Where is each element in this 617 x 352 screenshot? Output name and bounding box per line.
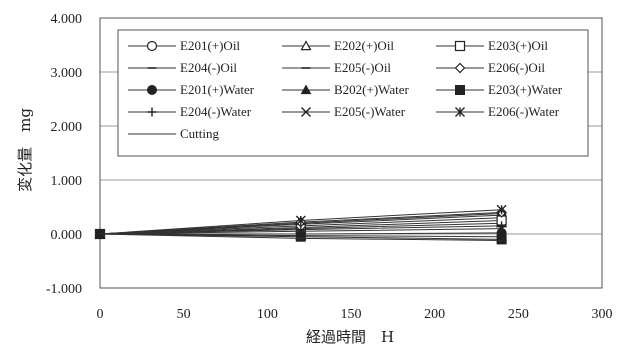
legend-marker [301,107,311,117]
x-tick-label: 0 [97,307,104,322]
legend-marker [455,107,465,117]
x-tick-label: 100 [257,307,278,322]
legend-label: E203(+)Oil [488,38,548,53]
legend-entry: B202(+)Water [282,82,410,97]
legend-label: E204(-)Oil [180,60,237,75]
x-tick-label: 150 [341,307,362,322]
legend-entry: E206(-)Oil [436,60,545,75]
legend-entry: E203(+)Water [436,82,563,97]
x-tick-label: 50 [177,307,191,322]
legend-label: E206(-)Water [488,104,560,119]
legend-marker [455,85,465,95]
series-12 [99,233,502,241]
data-point [496,223,507,234]
axis-layer: 4.000 3.000 2.000 1.000 0.000 -1.000 0 50 100 150… [46,12,613,322]
y-tick-label: -1.000 [46,282,82,297]
x-tick-label: 250 [508,307,529,322]
plot-frame [99,17,603,289]
legend-marker [147,107,157,117]
legend-label: E204(-)Water [180,104,252,119]
x-axis-title: 経過時間 H [306,328,394,346]
legend-label: E201(+)Oil [180,38,240,53]
legend-entry: E204(-)Water [128,104,252,119]
x-tick-label: 300 [592,307,613,322]
legend-label: E203(+)Water [488,82,563,97]
x-tick-label: 200 [424,307,445,322]
series-line [99,233,502,241]
legend-marker [454,62,466,74]
data-point [496,204,507,215]
legend-label: Cutting [180,126,220,141]
y-tick-label: 4.000 [51,12,83,27]
legend-marker [146,40,158,52]
legend-label: E201(+)Water [180,82,255,97]
legend-entry: E202(+)Oil [282,38,394,53]
legend-label: E202(+)Oil [334,38,394,53]
legend-marker [147,85,157,95]
legend-marker [454,40,466,52]
legend-entry: E201(+)Water [128,82,255,97]
y-axis-title: 変化量 mg [16,108,34,192]
legend-layer: E201(+)Oil E202(+)Oil E203(+)Oil E204(-)Oil… [117,29,589,157]
y-tick-label: 2.000 [51,120,83,135]
data-point [496,234,507,245]
legend-marker [300,40,312,51]
legend-entry: E201(+)Oil [128,38,240,53]
legend-entry: E205(-)Oil [282,60,391,75]
y-tick-label: 3.000 [51,66,83,81]
legend-box [117,29,589,157]
legend-entry: E203(+)Oil [436,38,548,53]
legend-marker [300,84,312,95]
legend-entry: Cutting [128,126,220,141]
series-layer [94,204,508,245]
data-point [296,225,306,235]
data-point [295,226,306,237]
legend-label: E206(-)Oil [488,60,545,75]
legend-entry: E205(-)Water [282,104,406,119]
y-tick-label: 1.000 [51,174,83,189]
data-point [295,215,306,226]
legend-label: E205(-)Water [334,104,406,119]
legend-entry: E206(-)Water [436,104,560,119]
legend-label: E205(-)Oil [334,60,391,75]
legend-label: B202(+)Water [334,82,410,97]
legend-entry: E204(-)Oil [128,60,237,75]
y-tick-label: 0.000 [51,228,83,243]
